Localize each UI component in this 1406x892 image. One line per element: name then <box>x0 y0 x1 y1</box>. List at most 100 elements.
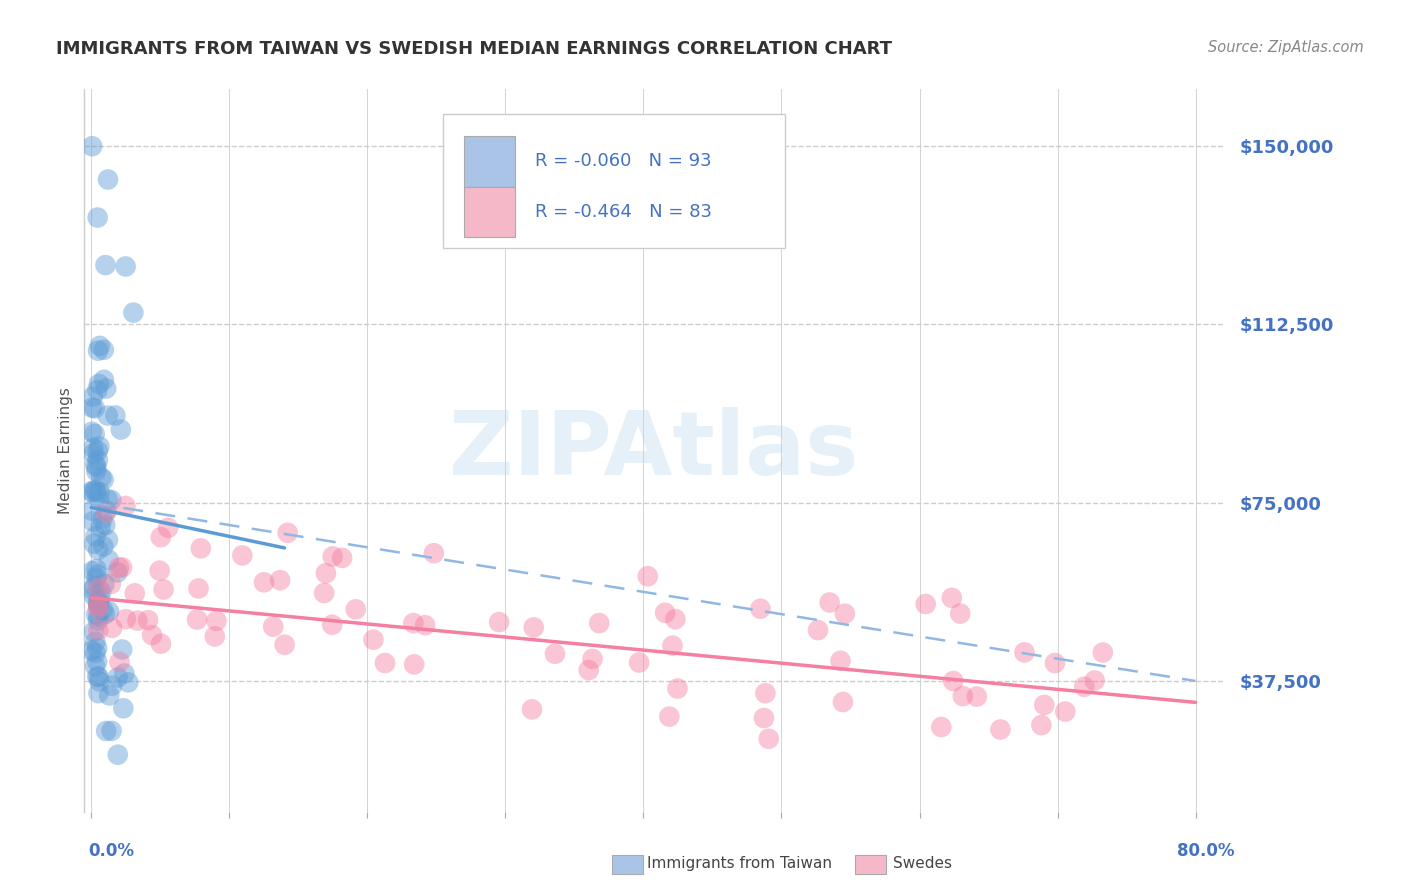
Point <box>654 606 676 620</box>
Point <box>344 602 367 616</box>
Point <box>82 139 104 153</box>
Point <box>423 546 446 560</box>
Point <box>83 624 105 639</box>
Point <box>89 484 111 499</box>
Point <box>87 670 110 684</box>
Point <box>149 530 172 544</box>
Y-axis label: Median Earnings: Median Earnings <box>58 387 73 514</box>
Point <box>754 686 776 700</box>
Point <box>1043 656 1066 670</box>
Point <box>834 607 856 621</box>
Point <box>87 601 110 615</box>
Point <box>949 607 972 621</box>
Point <box>818 595 841 609</box>
Point <box>84 646 107 660</box>
Point <box>1054 705 1077 719</box>
Point <box>136 613 159 627</box>
Point <box>86 211 108 225</box>
Point <box>628 656 651 670</box>
Point <box>929 720 952 734</box>
Point <box>101 621 124 635</box>
Point <box>89 440 111 454</box>
Point <box>658 709 681 723</box>
FancyBboxPatch shape <box>443 114 785 248</box>
Point <box>80 401 103 415</box>
Point <box>93 577 115 591</box>
Point <box>758 731 780 746</box>
Point <box>1033 698 1056 712</box>
Point <box>104 409 127 423</box>
Point <box>80 643 103 657</box>
Point <box>87 443 110 458</box>
Point <box>86 641 108 656</box>
Point <box>952 689 974 703</box>
Point <box>101 679 124 693</box>
Point <box>94 607 117 622</box>
Point <box>94 506 117 520</box>
Point <box>544 647 567 661</box>
Point <box>87 614 110 628</box>
Point <box>666 681 689 696</box>
Point <box>97 172 120 186</box>
Point <box>97 553 120 567</box>
Point <box>93 473 115 487</box>
Point <box>107 566 129 580</box>
Point <box>87 599 110 613</box>
Point <box>83 401 105 416</box>
Point <box>83 580 105 594</box>
Point <box>87 542 110 557</box>
Point <box>91 602 114 616</box>
Point <box>80 484 103 499</box>
Point <box>149 564 172 578</box>
Point <box>807 623 830 637</box>
Point <box>661 639 683 653</box>
Point <box>87 376 110 391</box>
Point <box>82 441 104 455</box>
Point <box>413 618 436 632</box>
Point <box>1073 680 1095 694</box>
Point <box>96 492 118 507</box>
Point <box>523 620 546 634</box>
Point <box>114 499 136 513</box>
Point <box>404 657 426 672</box>
Point <box>114 260 136 274</box>
Point <box>86 669 108 683</box>
Point <box>80 503 103 517</box>
Point <box>83 589 105 603</box>
Point <box>89 339 111 353</box>
Point <box>84 659 107 673</box>
Point <box>84 484 107 499</box>
Point <box>96 503 118 517</box>
Point <box>86 571 108 585</box>
Point <box>108 560 131 574</box>
Point <box>520 702 543 716</box>
Point <box>87 343 110 358</box>
Point <box>91 512 114 526</box>
Point <box>363 632 385 647</box>
Point <box>832 695 855 709</box>
Point <box>86 655 108 669</box>
Point <box>124 586 146 600</box>
Point <box>149 637 172 651</box>
Point <box>86 383 108 397</box>
Point <box>100 577 122 591</box>
Point <box>87 598 110 612</box>
Point <box>84 607 107 622</box>
Point <box>315 566 337 581</box>
Point <box>84 464 107 478</box>
Point <box>100 493 122 508</box>
Point <box>93 540 115 554</box>
Point <box>90 584 112 599</box>
Point <box>152 582 174 597</box>
Point <box>205 614 228 628</box>
Point <box>269 573 291 587</box>
Point <box>98 604 121 618</box>
Point <box>330 550 353 565</box>
Point <box>314 586 336 600</box>
Text: 0.0%: 0.0% <box>89 842 135 860</box>
Point <box>107 747 129 762</box>
Point <box>111 560 134 574</box>
Point <box>157 521 180 535</box>
Point <box>277 525 299 540</box>
Text: Immigrants from Taiwan: Immigrants from Taiwan <box>647 856 832 871</box>
